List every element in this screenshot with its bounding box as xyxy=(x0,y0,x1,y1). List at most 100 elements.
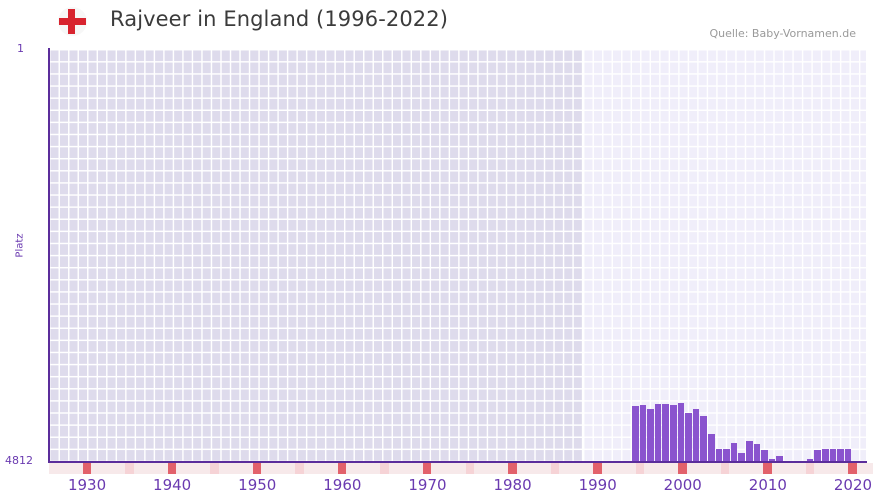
bar-1997[interactable] xyxy=(654,404,662,461)
x-axis-marker xyxy=(82,463,92,474)
page-title: Rajveer in England (1996-2022) xyxy=(110,7,449,31)
x-axis-marker xyxy=(252,463,262,474)
x-axis-marker xyxy=(439,463,449,474)
x-axis-marker xyxy=(601,463,611,474)
bar-2017[interactable] xyxy=(806,459,814,461)
bar-1996[interactable] xyxy=(647,409,654,461)
x-axis-marker xyxy=(193,463,203,474)
x-axis-marker xyxy=(754,463,764,474)
x-axis-tick-1960: 1960 xyxy=(323,476,362,494)
x-axis-marker xyxy=(720,463,730,474)
x-axis-marker xyxy=(329,463,339,474)
x-axis-marker xyxy=(839,463,849,474)
bar-2007[interactable] xyxy=(730,443,738,461)
bar-2013[interactable] xyxy=(776,456,783,461)
x-axis-marker xyxy=(116,463,126,474)
bar-2018[interactable] xyxy=(814,450,821,461)
x-axis-marker xyxy=(474,463,484,474)
x-axis-marker xyxy=(431,463,441,474)
x-axis-marker xyxy=(788,463,798,474)
x-axis-marker xyxy=(525,463,535,474)
x-axis-marker xyxy=(856,463,866,474)
x-axis-marker xyxy=(533,463,543,474)
x-axis-marker xyxy=(57,463,66,474)
x-axis-marker xyxy=(99,463,109,474)
bar-2002[interactable] xyxy=(692,409,700,461)
bar-2004[interactable] xyxy=(708,434,715,461)
source-credit: Quelle: Baby-Vornamen.de xyxy=(709,27,856,40)
england-flag-icon xyxy=(58,7,87,36)
bar-1999[interactable] xyxy=(670,405,677,461)
x-axis-marker xyxy=(414,463,424,474)
x-axis-marker xyxy=(678,463,688,474)
x-axis-marker xyxy=(380,463,390,474)
x-axis-tick-1930: 1930 xyxy=(67,476,107,494)
x-axis-marker xyxy=(371,463,381,474)
bar-1994[interactable] xyxy=(632,406,639,461)
x-axis-marker xyxy=(499,463,509,474)
x-axis-tick-1950: 1950 xyxy=(238,476,277,494)
bar-2006[interactable] xyxy=(723,449,730,461)
x-axis-marker xyxy=(278,463,288,474)
y-axis-tick-top: 1 xyxy=(17,42,24,55)
x-axis-marker xyxy=(125,463,135,474)
bar-1995[interactable] xyxy=(639,405,647,461)
x-axis-marker xyxy=(542,463,552,474)
x-axis-marker xyxy=(167,463,177,474)
x-axis-marker xyxy=(74,463,84,474)
x-axis-marker xyxy=(397,463,407,474)
bar-1998[interactable] xyxy=(662,404,669,461)
bar-2010[interactable] xyxy=(753,444,761,461)
bar-2009[interactable] xyxy=(746,441,753,461)
x-axis-marker xyxy=(295,463,305,474)
bar-2022[interactable] xyxy=(844,449,852,461)
bar-2003[interactable] xyxy=(700,416,707,461)
bar-2019[interactable] xyxy=(822,449,829,461)
x-axis-marker xyxy=(465,463,475,474)
bar-2020[interactable] xyxy=(829,449,837,461)
bar-2012[interactable] xyxy=(768,459,776,461)
bar-2005[interactable] xyxy=(715,449,723,461)
x-axis-marker xyxy=(618,463,628,474)
x-axis-line xyxy=(48,461,867,463)
x-axis-marker xyxy=(286,463,296,474)
x-axis-tick-2020: 2020 xyxy=(833,476,873,494)
x-axis-marker xyxy=(91,463,101,474)
x-axis-marker xyxy=(218,463,228,474)
x-axis-marker xyxy=(108,463,118,474)
y-axis-tick-bottom: 4812 xyxy=(5,454,33,467)
x-axis-marker xyxy=(771,463,781,474)
x-axis-marker xyxy=(567,463,577,474)
x-axis-tick-1990: 1990 xyxy=(578,476,617,494)
x-axis-marker xyxy=(303,463,313,474)
x-axis-marker xyxy=(593,463,603,474)
bar-2000[interactable] xyxy=(677,403,685,461)
x-axis-ticks: 1930 1940 1950 1960 1970 1980 1990 2000 2010 2020 xyxy=(0,463,873,502)
bar-series xyxy=(98,98,866,461)
x-axis-marker xyxy=(337,463,347,474)
x-axis-tick-1980: 1980 xyxy=(493,476,532,494)
bar-2021[interactable] xyxy=(837,449,844,461)
x-axis-tick-1970: 1970 xyxy=(408,476,447,494)
x-axis-marker xyxy=(261,463,271,474)
x-axis-marker xyxy=(346,463,356,474)
x-axis-marker xyxy=(150,463,160,474)
x-axis-marker xyxy=(695,463,705,474)
x-axis-marker xyxy=(661,463,671,474)
x-axis-marker xyxy=(142,463,152,474)
y-axis-label: Platz xyxy=(14,233,26,258)
bar-2001[interactable] xyxy=(685,413,692,461)
x-axis-marker xyxy=(805,463,815,474)
grid-zone-no-data xyxy=(49,49,583,461)
x-axis-marker xyxy=(703,463,713,474)
x-axis-marker xyxy=(627,463,637,474)
x-axis-marker xyxy=(159,463,169,474)
x-axis-marker xyxy=(865,463,873,474)
bar-2011[interactable] xyxy=(761,450,768,461)
x-axis-marker xyxy=(814,463,824,474)
bar-2008[interactable] xyxy=(738,453,745,461)
x-axis-marker xyxy=(320,463,330,474)
x-axis-marker xyxy=(201,463,211,474)
x-axis-marker xyxy=(712,463,722,474)
x-axis-marker xyxy=(576,463,586,474)
